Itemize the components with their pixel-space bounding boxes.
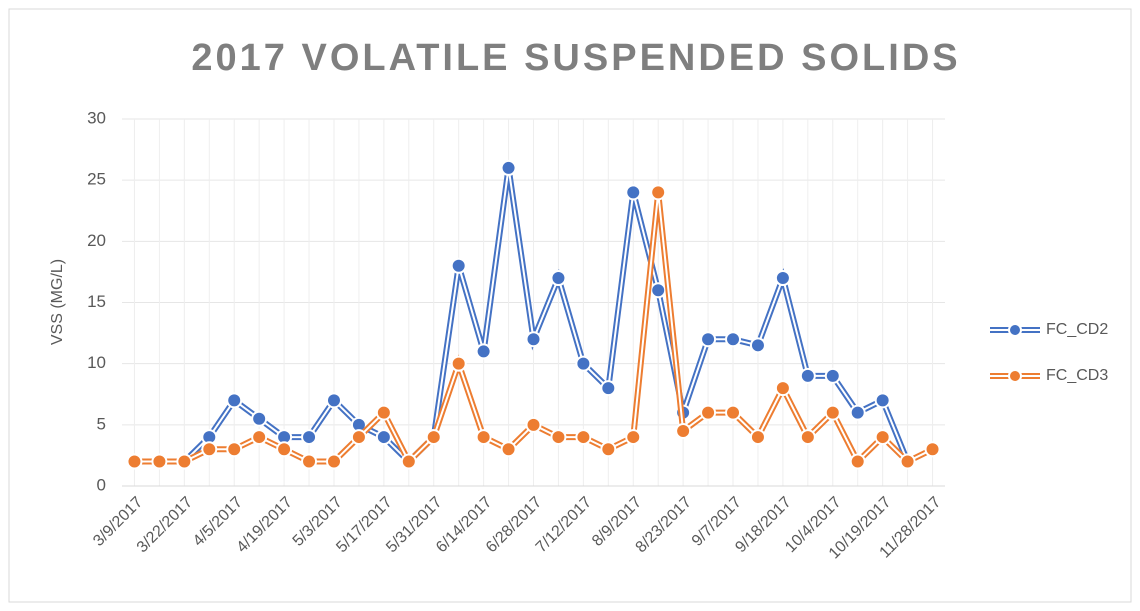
y-tick-label: 10 — [87, 353, 106, 372]
point — [650, 282, 667, 299]
point — [425, 429, 442, 446]
point — [625, 429, 642, 446]
point — [350, 429, 367, 446]
point — [450, 355, 467, 372]
point — [725, 331, 742, 348]
legend-label: FC_CD2 — [1046, 321, 1108, 338]
point — [849, 453, 866, 470]
point — [824, 367, 841, 384]
legend-marker — [1008, 323, 1022, 337]
point — [201, 441, 218, 458]
y-tick-label: 15 — [87, 292, 106, 311]
point — [749, 429, 766, 446]
point — [625, 184, 642, 201]
point — [899, 453, 916, 470]
point — [849, 404, 866, 421]
point — [475, 429, 492, 446]
point — [325, 392, 342, 409]
point — [151, 453, 168, 470]
point — [774, 380, 791, 397]
point — [500, 441, 517, 458]
point — [575, 355, 592, 372]
point — [550, 429, 567, 446]
y-tick-label: 0 — [97, 475, 106, 494]
y-tick-label: 30 — [87, 108, 106, 127]
chart-title: 2017 VOLATILE SUSPENDED SOLIDS — [191, 37, 960, 79]
point — [924, 441, 941, 458]
point — [301, 429, 318, 446]
point — [550, 270, 567, 287]
point — [700, 404, 717, 421]
point — [874, 392, 891, 409]
point — [575, 429, 592, 446]
point — [675, 422, 692, 439]
point — [276, 441, 293, 458]
point — [325, 453, 342, 470]
point — [874, 429, 891, 446]
point — [600, 380, 617, 397]
point — [475, 343, 492, 360]
point — [375, 404, 392, 421]
point — [226, 392, 243, 409]
point — [251, 429, 268, 446]
point — [176, 453, 193, 470]
point — [226, 441, 243, 458]
y-tick-label: 25 — [87, 170, 106, 189]
point — [400, 453, 417, 470]
point — [251, 410, 268, 427]
point — [500, 159, 517, 176]
chart-border — [8, 8, 1132, 603]
point — [774, 270, 791, 287]
point — [700, 331, 717, 348]
point — [824, 404, 841, 421]
point — [126, 453, 143, 470]
point — [375, 429, 392, 446]
legend-marker — [1008, 369, 1022, 383]
point — [799, 367, 816, 384]
point — [301, 453, 318, 470]
point — [650, 184, 667, 201]
point — [600, 441, 617, 458]
point — [525, 331, 542, 348]
point — [450, 257, 467, 274]
y-tick-label: 5 — [97, 414, 106, 433]
y-tick-label: 20 — [87, 231, 106, 250]
legend-label: FC_CD3 — [1046, 367, 1108, 384]
point — [749, 337, 766, 354]
point — [525, 416, 542, 433]
y-axis-label: VSS (MG/L) — [49, 259, 66, 345]
point — [799, 429, 816, 446]
point — [725, 404, 742, 421]
